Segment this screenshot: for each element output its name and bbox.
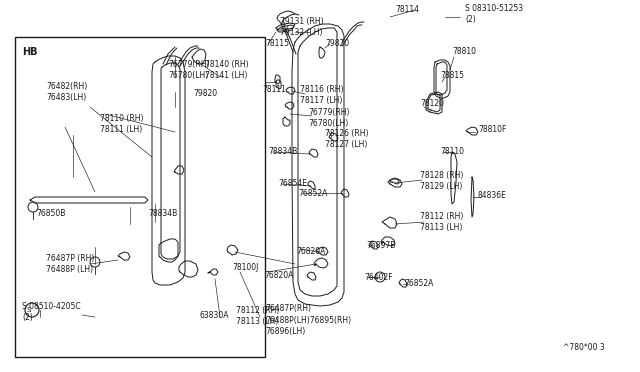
- Text: 78140 (RH)
78141 (LH): 78140 (RH) 78141 (LH): [205, 60, 248, 80]
- Text: 76820A: 76820A: [264, 270, 293, 279]
- Text: 78111: 78111: [262, 84, 286, 93]
- Text: 78126 (RH)
78127 (LH): 78126 (RH) 78127 (LH): [325, 129, 369, 149]
- Text: ^780*00 3: ^780*00 3: [563, 343, 605, 352]
- Text: 78834B: 78834B: [148, 209, 177, 218]
- Text: 76854E: 76854E: [278, 180, 307, 189]
- Text: 78810: 78810: [452, 48, 476, 57]
- Text: 76487P(RH)
76488P(LH)76895(RH)
76896(LH): 76487P(RH) 76488P(LH)76895(RH) 76896(LH): [265, 304, 351, 336]
- Text: 78110 (RH)
78111 (LH): 78110 (RH) 78111 (LH): [100, 114, 143, 134]
- Text: 76850B: 76850B: [36, 209, 65, 218]
- Text: 78112 (RH)
78113 (LH): 78112 (RH) 78113 (LH): [420, 212, 463, 232]
- Text: 76852A: 76852A: [404, 279, 433, 289]
- Text: 78815: 78815: [440, 71, 464, 80]
- Text: 78120: 78120: [420, 99, 444, 108]
- Text: S: S: [27, 307, 31, 313]
- Text: 76779(RH)
76780(LH): 76779(RH) 76780(LH): [308, 108, 349, 128]
- Text: 79131 (RH)
79132 (LH): 79131 (RH) 79132 (LH): [280, 17, 324, 37]
- Text: 78100J: 78100J: [232, 263, 259, 272]
- Text: S 08510-4205C
(2): S 08510-4205C (2): [22, 302, 81, 322]
- Text: 78110: 78110: [440, 148, 464, 157]
- Text: 78116 (RH)
78117 (LH): 78116 (RH) 78117 (LH): [300, 85, 344, 105]
- Text: 79820: 79820: [193, 90, 217, 99]
- Text: 76487P (RH)
76488P (LH): 76487P (RH) 76488P (LH): [46, 254, 94, 274]
- Text: 78112 (RH)
78113 (LH): 78112 (RH) 78113 (LH): [236, 306, 280, 326]
- Text: 78810F: 78810F: [478, 125, 506, 135]
- Text: 76482(RH)
76483(LH): 76482(RH) 76483(LH): [46, 82, 87, 102]
- Text: 78115: 78115: [265, 39, 289, 48]
- Text: HB: HB: [22, 47, 38, 57]
- Text: S 08310-51253
(2): S 08310-51253 (2): [465, 4, 523, 24]
- Text: 78128 (RH)
78129 (LH): 78128 (RH) 78129 (LH): [420, 171, 463, 191]
- Text: 76820A: 76820A: [296, 247, 325, 256]
- Text: 76852A: 76852A: [298, 189, 328, 198]
- Text: 76779(RH)
76780(LH): 76779(RH) 76780(LH): [168, 60, 209, 80]
- Text: 78114: 78114: [395, 6, 419, 15]
- Text: 76897B: 76897B: [366, 241, 396, 250]
- Bar: [15, 37, 265, 357]
- Text: 76402F: 76402F: [364, 273, 392, 282]
- Text: 63830A: 63830A: [200, 311, 230, 321]
- Text: 79820: 79820: [325, 39, 349, 48]
- Text: 84836E: 84836E: [478, 190, 507, 199]
- Text: 78834B: 78834B: [268, 148, 297, 157]
